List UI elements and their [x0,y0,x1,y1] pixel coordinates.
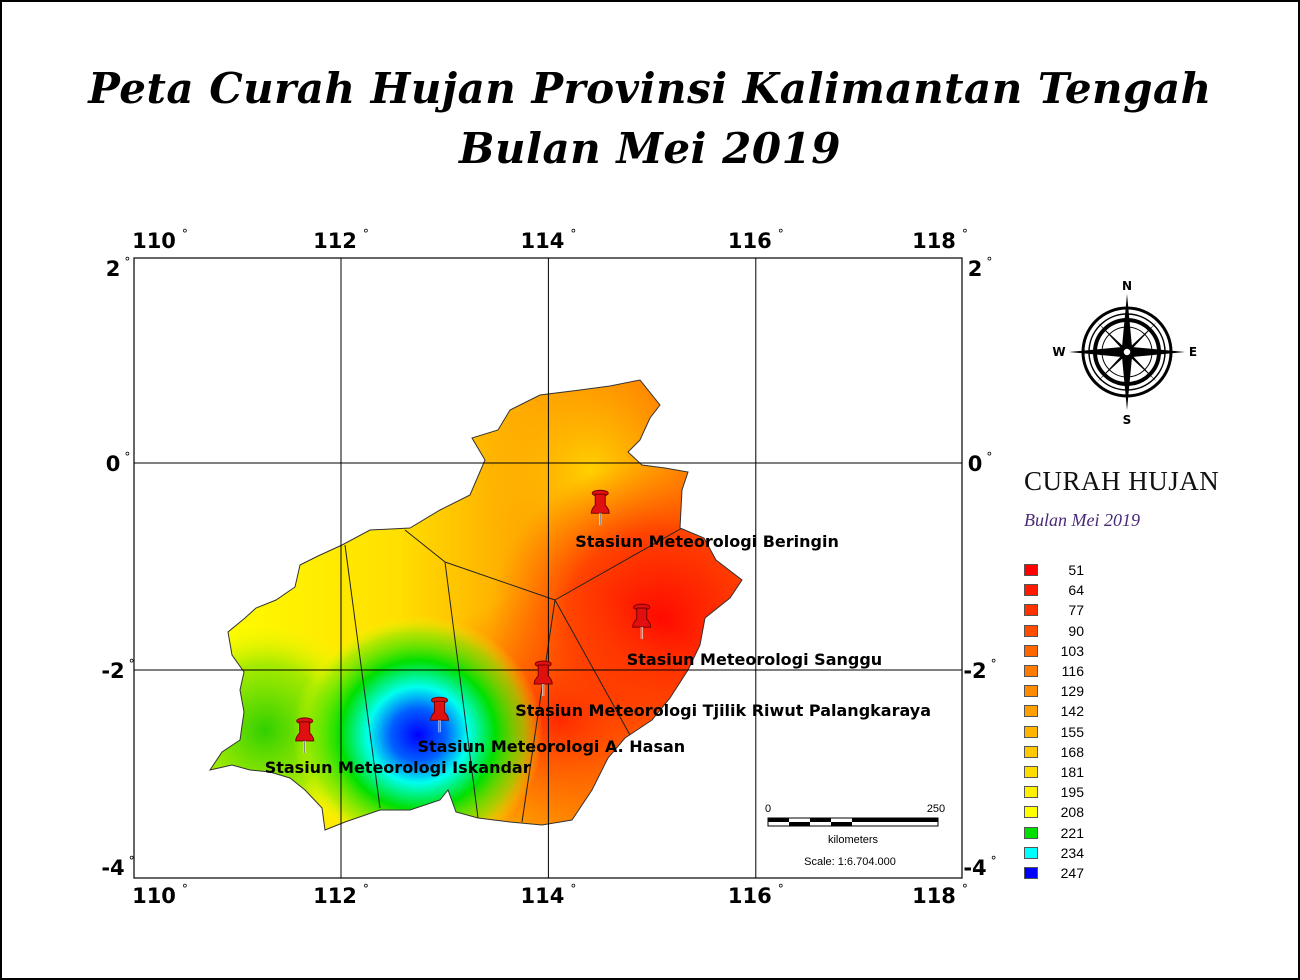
legend-swatch [1024,644,1038,657]
province-outline [208,379,743,831]
legend-item: 116 [1024,661,1084,681]
latitude-label-right--4: -4 ° [963,854,996,880]
legend-value: 168 [1060,743,1084,760]
legend-value: 64 [1068,582,1084,599]
legend-item: 142 [1024,701,1084,721]
compass-east-label: E [1189,345,1197,359]
longitude-label-top-118: 118 ° [912,227,968,253]
legend-swatch [1024,584,1038,597]
legend-item: 208 [1024,802,1084,822]
legend-item: 221 [1024,822,1084,842]
station-label: Stasiun Meteorologi Iskandar [265,758,531,777]
scale-ratio-label: Scale: 1:6.704.000 [804,856,896,868]
legend-swatch [1024,685,1038,698]
legend-value: 155 [1060,723,1084,740]
legend-item: 77 [1024,600,1084,620]
legend-item: 64 [1024,580,1084,600]
latitude-label-right-0: 0 ° [968,450,993,476]
legend-value: 221 [1060,824,1084,841]
station-label: Stasiun Meteorologi Beringin [575,532,839,551]
latitude-label-right-2: 2 ° [968,255,993,281]
legend-value: 129 [1060,683,1084,700]
legend-item: 51 [1024,560,1084,580]
scale-unit-label: kilometers [828,834,879,846]
legend-item: 103 [1024,641,1084,661]
station-marker-icon [533,660,553,696]
legend-swatch [1024,786,1038,799]
thiessen-boundaries [344,527,683,823]
legend-value: 90 [1068,622,1084,639]
legend-item: 168 [1024,742,1084,762]
scale-end-label: 250 [927,803,945,815]
latitude-label-left-0: 0 ° [106,450,131,476]
longitude-label-top-114: 114 ° [520,227,576,253]
legend-swatch [1024,705,1038,718]
compass-rose-icon: N S W E [1052,279,1197,427]
legend-list: 51 64 77 90 103 116 129 142 155 168 181 195 208 221 23… [1024,560,1084,883]
legend-value: 234 [1060,844,1084,861]
legend-value: 116 [1061,663,1084,680]
legend-item: 155 [1024,722,1084,742]
longitude-label-top-112: 112 ° [313,227,369,253]
coordinate-labels: 110 ° 110 ° 112 ° 112 ° 114 ° 114 ° 116 ° 116 ° 118 ° 118 °… [101,227,996,908]
station-label: Stasiun Meteorologi Sanggu [627,650,882,669]
longitude-label-bottom-112: 112 ° [313,882,369,908]
legend-value: 103 [1060,642,1084,659]
longitude-label-top-110: 110 ° [132,227,188,253]
legend-swatch [1024,765,1038,778]
legend-value: 77 [1068,602,1084,619]
longitude-label-bottom-110: 110 ° [132,882,188,908]
longitude-label-bottom-118: 118 ° [912,882,968,908]
legend-value: 195 [1060,784,1084,801]
legend-swatch [1024,564,1038,577]
longitude-label-bottom-116: 116 ° [728,882,784,908]
station-marker-icon [430,696,450,733]
station-label: Stasiun Meteorologi Tjilik Riwut Palangk… [515,701,931,720]
scale-bar: 0 250 kilometers Scale: 1:6.704.000 [765,803,945,868]
legend-value: 51 [1068,562,1084,579]
legend-item: 195 [1024,782,1084,802]
station-marker-icon [632,603,652,640]
legend-item: 90 [1024,621,1084,641]
legend-value: 247 [1060,864,1084,881]
legend-item: 247 [1024,863,1084,883]
stations: Stasiun Meteorologi Beringin Stasiun Mete… [265,489,931,777]
legend-swatch [1024,866,1038,879]
legend-swatch [1024,846,1038,859]
map-title: Peta Curah Hujan Provinsi Kalimantan Ten… [88,64,1212,113]
latitude-label-left-2: 2 ° [106,255,131,281]
legend: CURAH HUJAN Bulan Mei 2019 51 64 77 90 103 11… [1018,458,1242,883]
latitude-label-left--4: -4 ° [101,854,134,880]
station-marker-icon [590,489,610,526]
legend-value: 181 [1060,763,1084,780]
legend-swatch [1024,745,1038,758]
legend-value: 208 [1060,804,1084,821]
legend-title: CURAH HUJAN [1024,466,1220,496]
legend-item: 181 [1024,762,1084,782]
compass-west-label: W [1052,345,1065,359]
map-subtitle: Bulan Mei 2019 [458,124,842,173]
legend-swatch [1024,624,1038,637]
scale-start-label: 0 [765,803,771,815]
longitude-label-top-116: 116 ° [728,227,784,253]
legend-swatch [1024,604,1038,617]
compass-north-label: N [1122,279,1132,293]
legend-swatch [1024,806,1038,819]
legend-swatch [1024,665,1038,678]
station-marker-icon [295,717,315,753]
legend-swatch [1024,725,1038,738]
station-label: Stasiun Meteorologi A. Hasan [418,737,686,756]
latitude-label-right--2: -2 ° [963,657,996,683]
legend-item: 234 [1024,843,1084,863]
legend-subtitle: Bulan Mei 2019 [1024,510,1140,530]
legend-swatch [1024,826,1038,839]
latitude-label-left--2: -2 ° [101,657,134,683]
legend-value: 142 [1060,703,1084,720]
compass-south-label: S [1123,413,1132,427]
longitude-label-bottom-114: 114 ° [520,882,576,908]
legend-item: 129 [1024,681,1084,701]
